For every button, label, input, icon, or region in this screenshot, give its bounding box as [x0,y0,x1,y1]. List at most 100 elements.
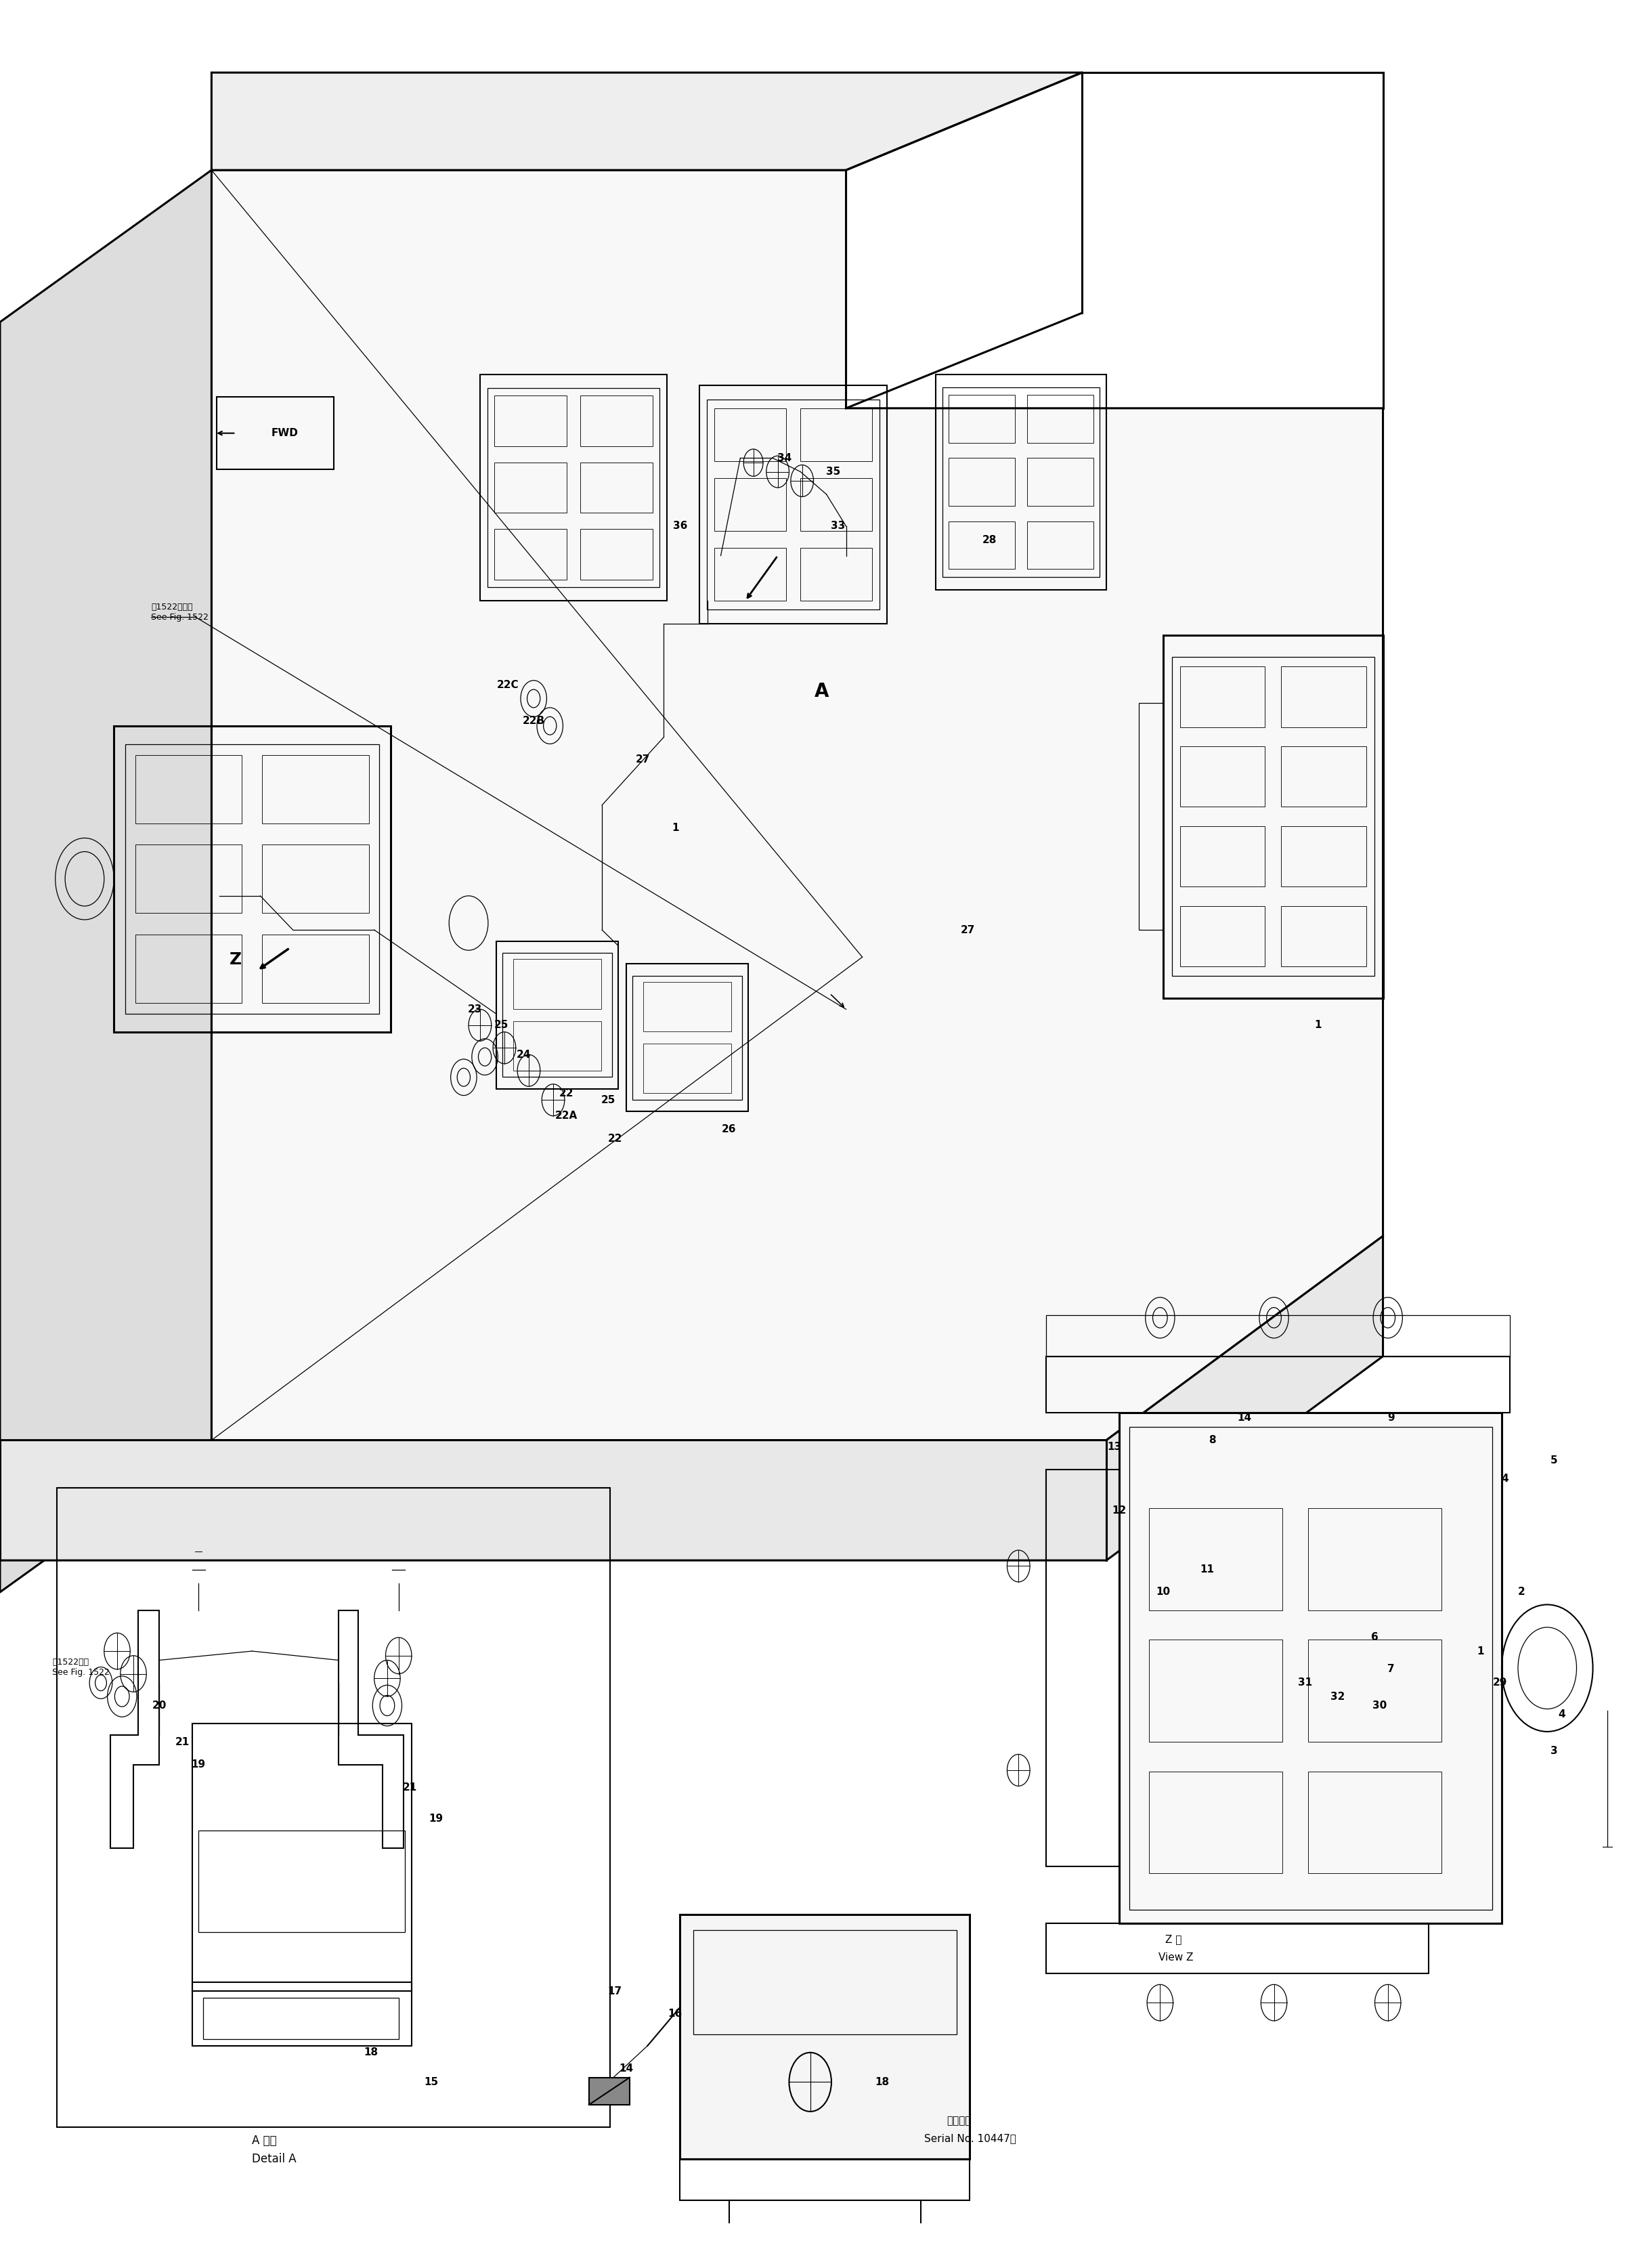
Bar [680,1914,970,2159]
Bar [708,399,879,610]
Bar [1280,667,1367,728]
Bar [1149,1508,1282,1610]
Bar [633,975,742,1100]
Bar [1046,1923,1429,1973]
Text: 第1522図参
See Fig. 1522: 第1522図参 See Fig. 1522 [52,1658,109,1676]
Bar [1139,703,1163,930]
Bar [714,549,786,601]
Bar [680,2159,970,2200]
Bar [262,934,369,1002]
Bar [1280,905,1367,966]
Text: 2: 2 [1518,1588,1524,1597]
Bar [1163,635,1383,998]
Bar [1180,667,1266,728]
Polygon shape [0,170,212,1592]
Text: Detail A: Detail A [252,2152,296,2166]
Bar [495,463,566,513]
Bar [262,755,369,823]
Bar [942,388,1100,576]
Bar [643,1043,731,1093]
Bar [936,374,1106,590]
Text: 19: 19 [192,1760,205,1769]
Bar [198,1830,405,1932]
Text: 24: 24 [517,1050,530,1059]
Bar [135,844,242,914]
Bar [192,1982,412,2046]
Text: 11: 11 [1201,1565,1214,1574]
Text: 18: 18 [875,2077,888,2087]
Bar [714,479,786,531]
Bar [495,397,566,447]
Text: 15: 15 [425,2077,438,2087]
Text: 22B: 22B [522,717,545,726]
Text: 5: 5 [1551,1456,1557,1465]
Bar [1180,905,1266,966]
Polygon shape [212,170,1383,1440]
Text: 22C: 22C [496,680,519,689]
Bar [949,522,1015,569]
Text: 33: 33 [831,522,844,531]
Text: 第1522図参照
See Fig. 1522: 第1522図参照 See Fig. 1522 [151,603,208,621]
Bar [135,934,242,1002]
Bar [581,397,652,447]
Text: 18: 18 [364,2048,377,2057]
Text: A 詳細: A 詳細 [252,2134,277,2148]
Polygon shape [212,73,1082,170]
Bar [1129,1427,1492,1910]
Bar [1280,826,1367,887]
Text: 10: 10 [1157,1588,1170,1597]
Text: 14: 14 [1238,1413,1251,1422]
Text: 1: 1 [1477,1647,1484,1656]
Bar [1119,1413,1502,1923]
Text: 19: 19 [430,1814,443,1823]
Bar [135,755,242,823]
Text: 1: 1 [672,823,678,832]
Text: 21: 21 [176,1737,189,1746]
Text: 6: 6 [1372,1633,1378,1642]
Bar [1149,1771,1282,1873]
Text: View Z: View Z [1158,1953,1193,1962]
Text: 4: 4 [1502,1474,1508,1483]
Bar [262,844,369,914]
Bar [800,549,872,601]
Bar [1027,522,1093,569]
Text: 35: 35 [827,467,840,476]
Bar [1027,395,1093,442]
Bar [1027,458,1093,506]
Text: 適用号機: 適用号機 [947,2116,971,2125]
Text: 22: 22 [560,1089,573,1098]
Text: 14: 14 [620,2064,633,2073]
Bar [192,1724,412,1991]
Bar [203,1998,399,2039]
Text: Serial No. 10447～: Serial No. 10447～ [924,2134,1017,2143]
Text: 7: 7 [1388,1665,1394,1674]
Bar [1046,1315,1510,1356]
Bar [496,941,618,1089]
Bar [480,374,667,601]
Text: 36: 36 [674,522,687,531]
Text: 9: 9 [1388,1413,1394,1422]
Bar [513,1021,600,1070]
Bar [1308,1508,1442,1610]
Text: 30: 30 [1373,1701,1386,1710]
Text: 28: 28 [983,535,996,544]
Text: 16: 16 [669,2009,682,2019]
Text: 22: 22 [608,1134,622,1143]
Bar [581,463,652,513]
Text: 12: 12 [1113,1506,1126,1515]
Text: 20: 20 [153,1701,166,1710]
Bar [1280,746,1367,807]
Bar [1180,746,1266,807]
Text: Z 視: Z 視 [1165,1935,1181,1944]
Bar [949,458,1015,506]
Bar [1046,1356,1510,1413]
Text: 25: 25 [602,1095,615,1105]
Bar [216,397,334,469]
Bar [700,386,887,624]
Polygon shape [0,1236,1383,1560]
Text: 32: 32 [1331,1692,1344,1701]
Text: 21: 21 [403,1783,417,1792]
Bar [125,744,379,1014]
Text: Z: Z [229,950,242,968]
Text: 26: 26 [722,1125,735,1134]
